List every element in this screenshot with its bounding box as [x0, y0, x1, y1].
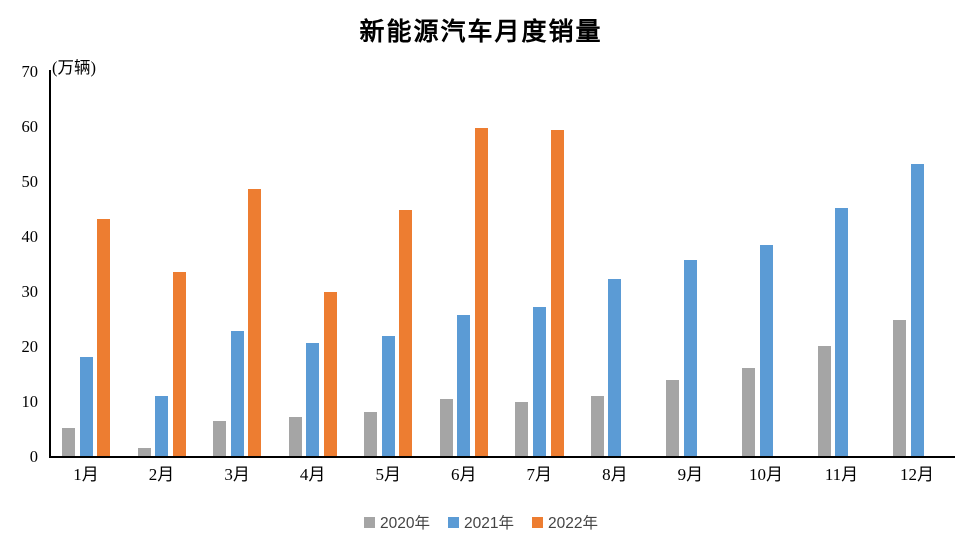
y-axis-line	[49, 70, 51, 458]
bar-2020年-8月	[590, 395, 604, 456]
legend-swatch-icon	[364, 516, 376, 528]
bar-2020年-11月	[817, 346, 831, 456]
x-tick-label: 10月	[748, 465, 783, 484]
y-tick-label: 60	[21, 116, 39, 136]
bar-2022年-4月	[323, 291, 337, 456]
legend-label: 2020年	[380, 515, 430, 532]
bar-2022年-6月	[474, 127, 488, 456]
x-tick-label: 2月	[148, 465, 175, 484]
bar-2022年-3月	[248, 189, 262, 456]
bar-2021年-1月	[79, 357, 93, 456]
bar-2020年-7月	[515, 402, 529, 456]
x-tick-label: 6月	[451, 465, 477, 484]
bar-2021年-6月	[457, 315, 471, 456]
x-tick-label: 8月	[602, 465, 628, 484]
bar-2020年-3月	[213, 421, 227, 456]
bar-2021年-3月	[230, 331, 244, 456]
y-axis-unit-label: (万辆)	[52, 58, 96, 77]
x-tick-label: 12月	[900, 465, 935, 484]
bar-2020年-4月	[288, 416, 302, 456]
bar-2020年-5月	[364, 412, 378, 456]
bar-2020年-6月	[439, 398, 453, 456]
x-tick-label: 7月	[526, 465, 553, 484]
bar-2022年-1月	[97, 218, 111, 456]
x-tick-label: 9月	[677, 465, 704, 484]
bar-2021年-8月	[608, 279, 622, 456]
x-axis-line	[49, 455, 955, 458]
x-tick-label: 11月	[824, 465, 859, 484]
bar-2020年-9月	[666, 379, 680, 456]
bar-2020年-1月	[62, 427, 75, 456]
bar-2021年-4月	[306, 342, 320, 456]
bar-2021年-9月	[684, 259, 697, 456]
legend: 2020年 2021年 2022年	[0, 510, 962, 534]
bar-2022年-7月	[550, 129, 564, 456]
plot-area: 0 10 20 30 40 50 60 70 1月 2月 3月 4月 5月 6月 7月 8月 9月 10月 11月 1…	[21, 61, 955, 484]
y-tick-label: 50	[21, 171, 39, 191]
legend-label: 2022年	[547, 515, 598, 532]
legend-swatch-icon	[531, 516, 543, 528]
bar-2021年-12月	[910, 163, 924, 456]
bar-2020年-10月	[741, 368, 755, 456]
y-tick-label: 70	[21, 61, 39, 81]
legend-label: 2021年	[464, 515, 514, 532]
x-tick-label: 3月	[224, 465, 250, 484]
bar-2022年-2月	[172, 272, 186, 456]
bar-2021年-5月	[381, 336, 395, 456]
x-tick-label: 5月	[375, 465, 401, 484]
bar-2020年-12月	[893, 319, 907, 456]
y-tick-label: 0	[29, 446, 38, 466]
y-tick-label: 10	[21, 391, 39, 411]
y-tick-label: 40	[21, 226, 39, 246]
bar-2020年-2月	[137, 447, 151, 456]
legend-swatch-icon	[448, 516, 459, 528]
y-tick-label: 30	[21, 281, 39, 301]
y-tick-label: 20	[21, 336, 39, 356]
legend-item-2022年: 2022年	[531, 511, 598, 533]
bar-2021年-2月	[155, 395, 169, 456]
bar-2021年-10月	[759, 244, 773, 456]
legend-item-2020年: 2020年	[364, 511, 430, 533]
x-tick-label: 4月	[299, 465, 326, 484]
bar-2021年-11月	[835, 207, 849, 456]
bar-2022年-5月	[399, 210, 413, 456]
x-tick-label: 1月	[73, 465, 99, 484]
legend-item-2021年: 2021年	[448, 511, 514, 533]
chart-title: 新能源汽车月度销量	[359, 19, 603, 46]
bar-2021年-7月	[532, 306, 546, 456]
